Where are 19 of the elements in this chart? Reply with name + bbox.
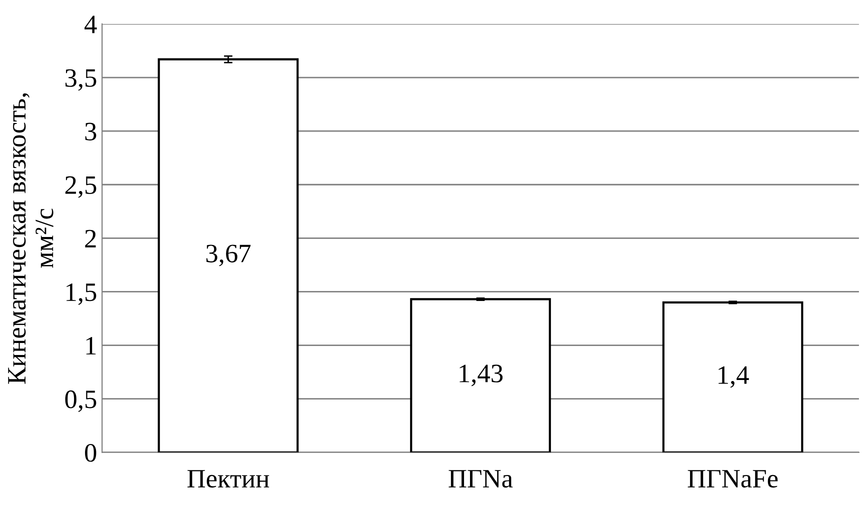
bar [410, 298, 551, 452]
y-axis-title: Кинематическая вязкость, мм²/с [8, 93, 54, 384]
y-tick-label: 0 [85, 444, 96, 462]
y-tick-label: 2 [85, 230, 96, 248]
bar [158, 58, 299, 452]
x-tick-label: ПГNaFe [688, 470, 778, 488]
y-tick-label: 1,5 [66, 283, 96, 305]
bar [662, 301, 804, 452]
y-tick-label: 2,5 [65, 176, 96, 198]
y-tick-label: 4 [84, 16, 97, 34]
y-tick-label: 3 [85, 122, 96, 140]
x-tick-label: Пектин [187, 470, 270, 488]
y-tick-label: 1 [86, 337, 96, 354]
data-label: 1,43 [460, 364, 503, 386]
x-tick-label: ПГNa [448, 470, 513, 488]
y-tick-label: 0,5 [65, 390, 96, 412]
y-tick-label: 3,5 [65, 69, 96, 91]
data-label: 1,4 [718, 366, 749, 388]
data-label: 3,67 [206, 244, 251, 266]
